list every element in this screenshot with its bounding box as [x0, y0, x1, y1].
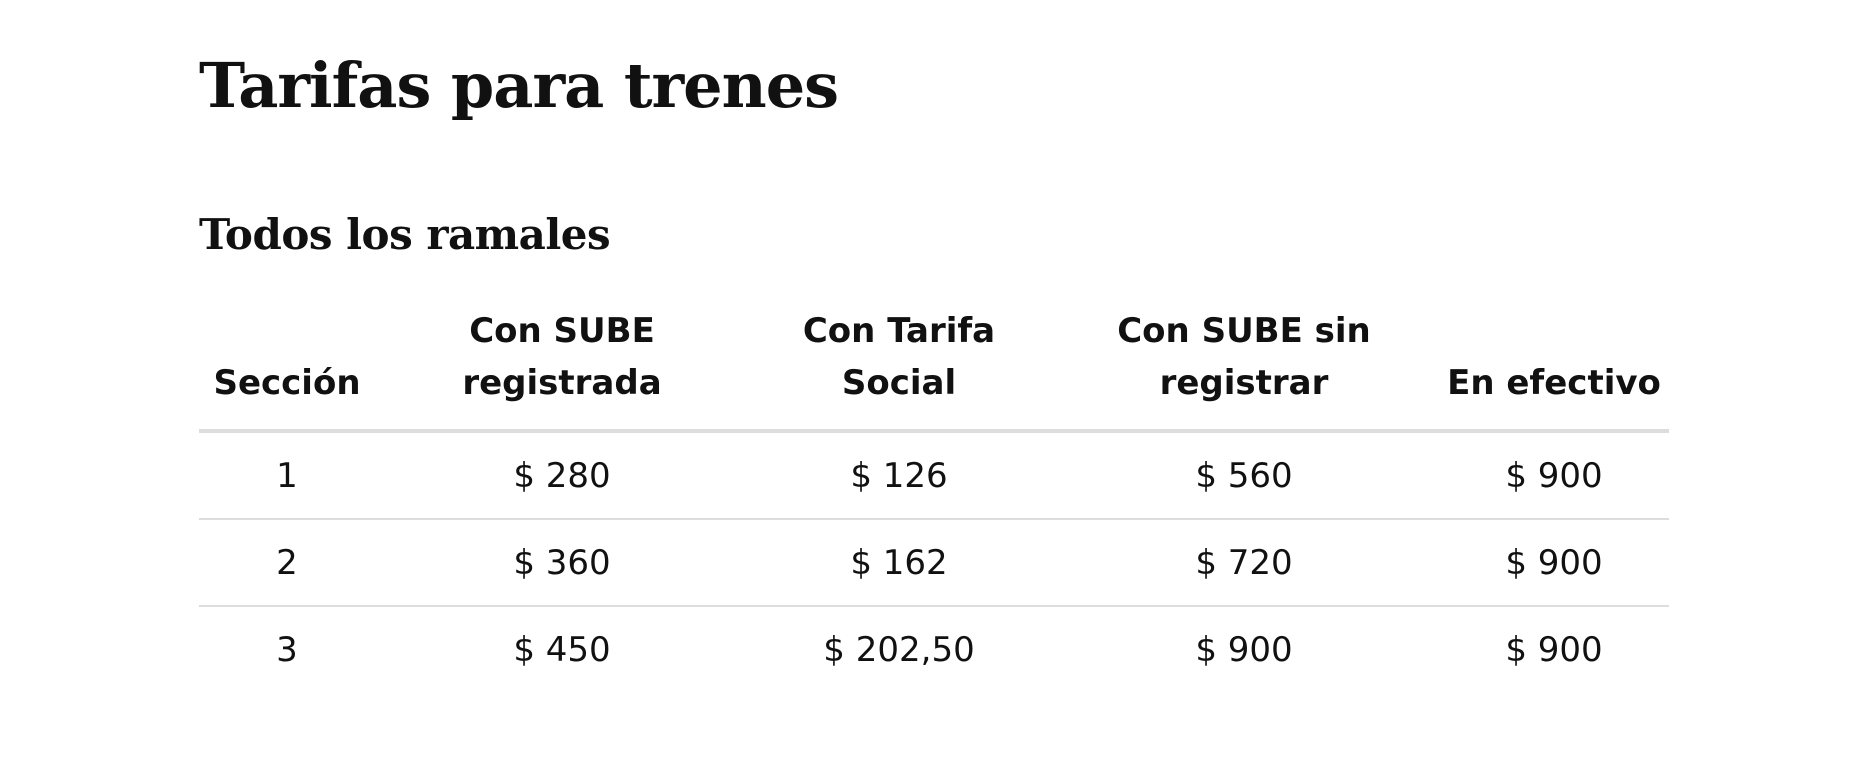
header-tarifa-social: Con Tarifa Social — [749, 305, 1049, 433]
header-en-efectivo: En efectivo — [1439, 305, 1669, 433]
header-seccion: Sección — [199, 305, 375, 433]
fares-table: Sección Con SUBE registrada Con Tarifa S… — [199, 305, 1669, 692]
cell-sube-registrada: $ 360 — [375, 519, 749, 607]
cell-sube-sin-registrar: $ 900 — [1195, 629, 1293, 670]
cell-sube-sin-registrar: $ 720 — [1049, 519, 1439, 607]
table-header-row: Sección Con SUBE registrada Con Tarifa S… — [199, 305, 1669, 433]
cell-seccion: 3 — [276, 629, 298, 670]
cell-en-efectivo: $ 900 — [1439, 431, 1669, 520]
cell-seccion: 1 — [199, 431, 375, 520]
table-row: 3 $ 450 $ 202,50 $ 900 $ 900 — [199, 606, 1669, 692]
cell-sube-sin-registrar: $ 560 — [1049, 431, 1439, 520]
cell-tarifa-social: $ 162 — [749, 519, 1049, 607]
cell-seccion: 2 — [199, 519, 375, 607]
cell-en-efectivo: $ 900 — [1439, 519, 1669, 607]
header-sube-registrada: Con SUBE registrada — [375, 305, 749, 433]
cell-sube-registrada: $ 450 — [513, 629, 611, 670]
section-title: Todos los ramales — [199, 210, 611, 259]
table-row: 2 $ 360 $ 162 $ 720 $ 900 — [199, 519, 1669, 607]
table-row: 1 $ 280 $ 126 $ 560 $ 900 — [199, 431, 1669, 520]
cell-tarifa-social: $ 202,50 — [823, 629, 975, 670]
cell-tarifa-social: $ 126 — [749, 431, 1049, 520]
header-sube-sin-registrar: Con SUBE sin registrar — [1049, 305, 1439, 433]
cell-en-efectivo: $ 900 — [1505, 629, 1603, 670]
cell-sube-registrada: $ 280 — [375, 431, 749, 520]
page-title: Tarifas para trenes — [199, 49, 839, 122]
